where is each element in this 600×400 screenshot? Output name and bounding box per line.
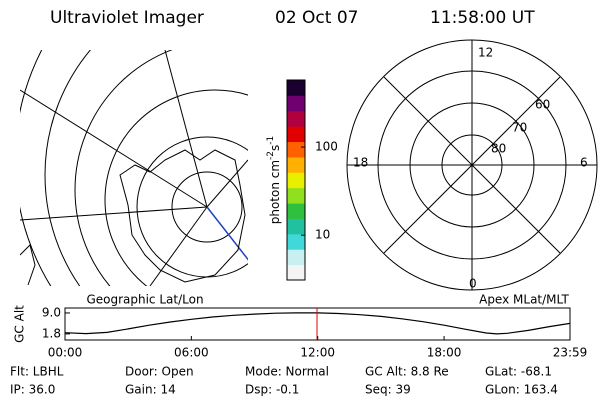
- colorbar-segment: [287, 156, 305, 173]
- date: 02 Oct 07: [275, 8, 358, 28]
- mlt-label: 6: [580, 156, 588, 170]
- y-tick-label: 1.8: [42, 326, 61, 340]
- colorbar-segment: [287, 187, 305, 204]
- colorbar-segment: [287, 126, 305, 143]
- mlt-label: 18: [353, 156, 368, 170]
- colorbar-segment: [287, 218, 305, 235]
- apex-polar: [346, 39, 598, 291]
- status-field: GC Alt: 8.8 Re: [365, 365, 449, 379]
- status-field: Mode: Normal: [245, 365, 329, 379]
- colorbar: 10 100: [286, 79, 338, 281]
- status-field: Dsp: -0.1: [245, 383, 299, 397]
- y-axis-label: GC Alt: [13, 305, 27, 343]
- mlt-label: 0: [469, 277, 477, 291]
- x-tick-label: 06:00: [174, 346, 209, 360]
- x-tick-label: 00:00: [48, 346, 83, 360]
- colorbar-tick-label: 100: [315, 140, 338, 154]
- mlt-label: 12: [478, 46, 493, 60]
- geo-map: [20, 50, 248, 286]
- colorbar-segment: [287, 264, 305, 281]
- geo-label: Geographic Lat/Lon: [86, 293, 203, 307]
- time: 11:58:00 UT: [430, 8, 535, 28]
- colorbar-segment: [287, 141, 305, 158]
- lat-label: 80: [491, 142, 506, 156]
- lat-label: 70: [512, 121, 527, 135]
- x-tick-label: 12:00: [300, 346, 335, 360]
- status-field: Door: Open: [125, 365, 194, 379]
- colorbar-segment: [287, 172, 305, 189]
- colorbar-segment: [287, 80, 305, 96]
- altitude-line: [64, 312, 571, 335]
- status-field: IP: 36.0: [10, 383, 55, 397]
- lat-label: 60: [535, 98, 550, 112]
- status-field: Seq: 39: [365, 383, 411, 397]
- title: Ultraviolet Imager: [50, 8, 204, 28]
- colorbar-segment: [287, 203, 305, 219]
- status-field: GLat: -68.1: [485, 365, 552, 379]
- apex-label: Apex MLat/MLT: [479, 293, 569, 307]
- colorbar-frame: [286, 79, 306, 281]
- y-tick-label: 9.0: [42, 305, 61, 319]
- colorbar-segment: [287, 95, 305, 112]
- colorbar-segment: [287, 249, 305, 266]
- status-field: Flt: LBHL: [10, 365, 64, 379]
- colorbar-tick-label: 10: [315, 228, 330, 242]
- colorbar-segment: [287, 233, 305, 250]
- x-tick-label: 18:00: [427, 346, 462, 360]
- colorbar-label: photon cm-2s-1: [266, 136, 282, 225]
- x-tick-label: 23:59: [553, 346, 588, 360]
- status-field: GLon: 163.4: [485, 383, 558, 397]
- status-field: Gain: 14: [125, 383, 176, 397]
- colorbar-segment: [287, 110, 305, 127]
